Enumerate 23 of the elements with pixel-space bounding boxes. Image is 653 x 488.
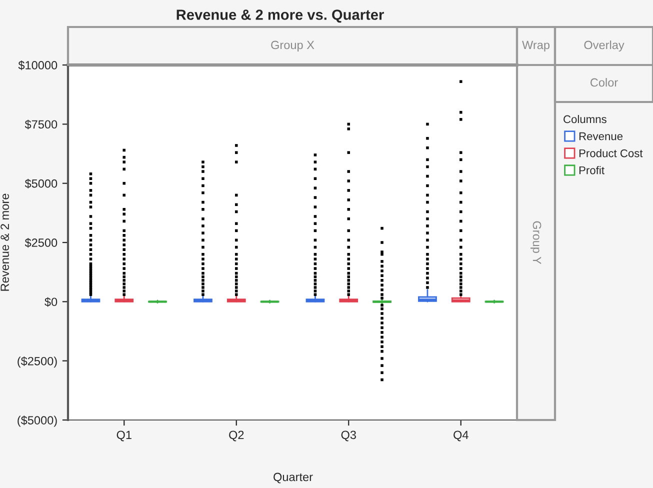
legend-title: Columns [564,115,606,124]
legend-label: Product Cost [579,149,643,158]
y-tick-label: $7500 [24,120,58,130]
y-tick-label: $2500 [24,238,58,248]
x-tick-label: Q3 [341,430,356,442]
y-axis-title: Revenue & 2 more [0,194,10,291]
x-tick-label: Q4 [454,430,468,442]
text: Group Y [530,221,542,264]
text: Wrap [522,40,550,52]
text: Overlay [584,40,624,52]
legend-label: Profit [579,166,604,174]
chart-title: Revenue & 2 more vs. Quarter [176,10,384,23]
y-tick-label: $0 [44,297,58,307]
x-tick-label: Q1 [116,430,132,442]
legend-label: Revenue [579,132,623,140]
x-axis-title: Quarter [274,472,313,484]
x-tick-label: Q2 [229,430,244,442]
y-tick-label: $5000 [24,178,58,188]
text: Group X [271,40,314,52]
y-tick-label: $10000 [18,60,58,70]
y-tick-label: ($2500) [18,356,57,368]
text: Color [590,78,618,87]
y-tick-label: ($5000) [18,416,57,427]
